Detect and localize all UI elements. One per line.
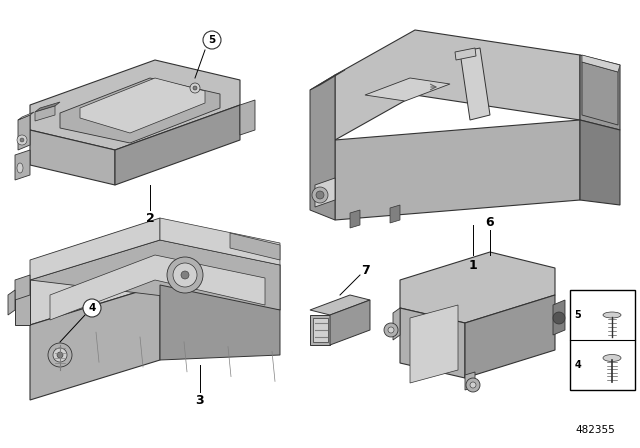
Polygon shape: [50, 255, 265, 320]
Polygon shape: [310, 70, 345, 90]
Polygon shape: [310, 315, 330, 345]
Circle shape: [167, 257, 203, 293]
Text: 482355: 482355: [575, 425, 615, 435]
Ellipse shape: [603, 312, 621, 318]
Polygon shape: [15, 150, 30, 180]
Text: 5: 5: [209, 35, 216, 45]
Polygon shape: [465, 295, 555, 378]
Polygon shape: [230, 233, 280, 260]
Polygon shape: [400, 252, 555, 323]
Circle shape: [316, 191, 324, 199]
Polygon shape: [455, 48, 476, 60]
Polygon shape: [390, 205, 400, 223]
Polygon shape: [335, 30, 580, 140]
Text: 2: 2: [146, 211, 154, 224]
Polygon shape: [410, 305, 458, 383]
Polygon shape: [365, 78, 450, 101]
Polygon shape: [553, 300, 565, 335]
Circle shape: [173, 263, 197, 287]
Circle shape: [20, 138, 24, 142]
Polygon shape: [582, 62, 618, 125]
Text: 3: 3: [196, 393, 204, 406]
Polygon shape: [315, 178, 335, 207]
Polygon shape: [393, 308, 400, 340]
Polygon shape: [30, 285, 160, 400]
Polygon shape: [30, 130, 115, 185]
Polygon shape: [30, 218, 160, 280]
Polygon shape: [30, 240, 280, 325]
Polygon shape: [30, 240, 280, 310]
Polygon shape: [15, 275, 30, 300]
Text: 7: 7: [360, 263, 369, 276]
Circle shape: [466, 378, 480, 392]
Circle shape: [17, 135, 27, 145]
Circle shape: [203, 31, 221, 49]
Polygon shape: [310, 75, 335, 220]
Circle shape: [83, 299, 101, 317]
Polygon shape: [240, 100, 255, 135]
Polygon shape: [30, 60, 240, 150]
Circle shape: [190, 83, 200, 93]
Polygon shape: [310, 295, 370, 315]
Polygon shape: [580, 55, 620, 130]
Polygon shape: [350, 210, 360, 228]
Circle shape: [553, 312, 565, 324]
Circle shape: [470, 382, 476, 388]
Polygon shape: [330, 300, 370, 345]
Polygon shape: [18, 115, 30, 150]
Polygon shape: [460, 48, 490, 120]
Polygon shape: [580, 120, 620, 205]
Circle shape: [48, 343, 72, 367]
Text: 4: 4: [575, 360, 581, 370]
Text: 6: 6: [486, 215, 494, 228]
Circle shape: [384, 323, 398, 337]
Text: 4: 4: [88, 303, 96, 313]
Circle shape: [193, 86, 197, 90]
Circle shape: [388, 327, 394, 333]
Polygon shape: [35, 102, 60, 112]
Polygon shape: [80, 78, 205, 133]
Polygon shape: [465, 372, 475, 390]
Polygon shape: [335, 120, 580, 220]
Polygon shape: [160, 285, 280, 360]
Polygon shape: [15, 280, 30, 325]
Circle shape: [181, 271, 189, 279]
Circle shape: [53, 348, 67, 362]
Polygon shape: [60, 78, 220, 143]
Bar: [570, 290, 635, 390]
Polygon shape: [8, 290, 15, 315]
Text: 5: 5: [575, 310, 581, 320]
Circle shape: [57, 352, 63, 358]
Circle shape: [312, 187, 328, 203]
Ellipse shape: [603, 354, 621, 362]
Polygon shape: [313, 318, 328, 342]
Polygon shape: [18, 112, 34, 120]
Text: 1: 1: [468, 258, 477, 271]
Ellipse shape: [17, 163, 23, 173]
Polygon shape: [35, 106, 55, 121]
Polygon shape: [160, 218, 280, 265]
Polygon shape: [115, 105, 240, 185]
Polygon shape: [400, 308, 465, 378]
Polygon shape: [582, 55, 620, 72]
